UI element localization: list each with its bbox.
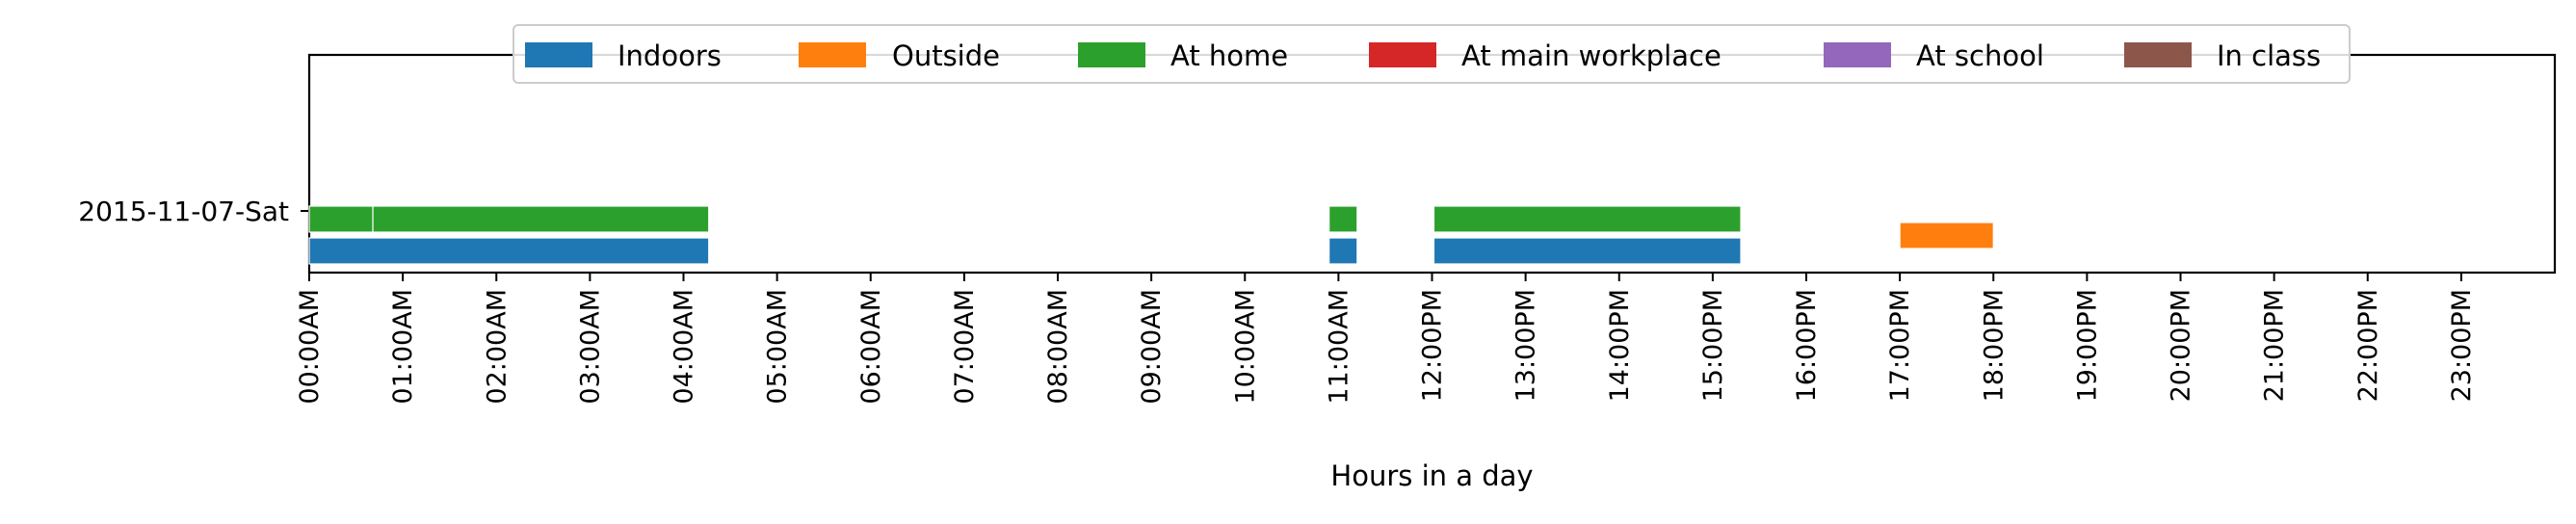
x-tick-label: 01:00AM (388, 289, 418, 405)
x-tick-label: 14:00PM (1605, 289, 1635, 402)
legend-label: Indoors (618, 39, 722, 72)
x-tick-label: 10:00AM (1230, 289, 1260, 405)
x-tick-label: 16:00PM (1792, 289, 1822, 402)
x-tick-label: 03:00AM (575, 289, 605, 405)
legend-swatch (1078, 42, 1145, 67)
legend-label: At home (1170, 39, 1288, 72)
y-tick-label: 2015-11-07-Sat (78, 196, 289, 227)
x-tick-label: 23:00PM (2447, 289, 2477, 402)
x-tick-label: 17:00PM (1885, 289, 1915, 402)
x-tick-label: 20:00PM (2167, 289, 2196, 402)
x-tick-label: 22:00PM (2353, 289, 2383, 402)
x-axis-label: Hours in a day (1330, 459, 1533, 492)
x-tick-label: 19:00PM (2072, 289, 2102, 402)
interval-bar (308, 237, 710, 265)
legend-swatch (1369, 42, 1436, 67)
x-tick-label: 00:00AM (295, 289, 325, 405)
legend-swatch (799, 42, 866, 67)
x-tick-label: 13:00PM (1511, 289, 1541, 402)
legend-swatch (525, 42, 592, 67)
x-tick-label: 21:00PM (2260, 289, 2290, 402)
interval-bar (1899, 222, 1994, 249)
interval-bar (1328, 237, 1358, 265)
interval-bar (1433, 237, 1742, 265)
interval-bar (1433, 205, 1742, 233)
x-tick-label: 15:00PM (1698, 289, 1728, 402)
legend-label: At school (1916, 39, 2044, 72)
x-tick-label: 09:00AM (1137, 289, 1167, 405)
legend-swatch (2124, 42, 2192, 67)
x-tick-label: 02:00AM (482, 289, 512, 405)
legend-label: Outside (892, 39, 1000, 72)
x-tick-label: 05:00AM (763, 289, 793, 405)
interval-bar (372, 205, 710, 233)
legend-label: At main workplace (1461, 39, 1722, 72)
x-tick-label: 08:00AM (1043, 289, 1073, 405)
legend-swatch (1824, 42, 1891, 67)
interval-bar (308, 205, 374, 233)
x-tick-label: 12:00PM (1418, 289, 1448, 402)
x-tick-label: 07:00AM (950, 289, 980, 405)
x-tick-label: 11:00AM (1324, 289, 1354, 405)
x-tick-label: 04:00AM (670, 289, 699, 405)
x-tick-label: 18:00PM (1979, 289, 2009, 402)
x-tick-label: 06:00AM (856, 289, 886, 405)
legend-label: In class (2217, 39, 2321, 72)
interval-bar (1328, 205, 1358, 233)
